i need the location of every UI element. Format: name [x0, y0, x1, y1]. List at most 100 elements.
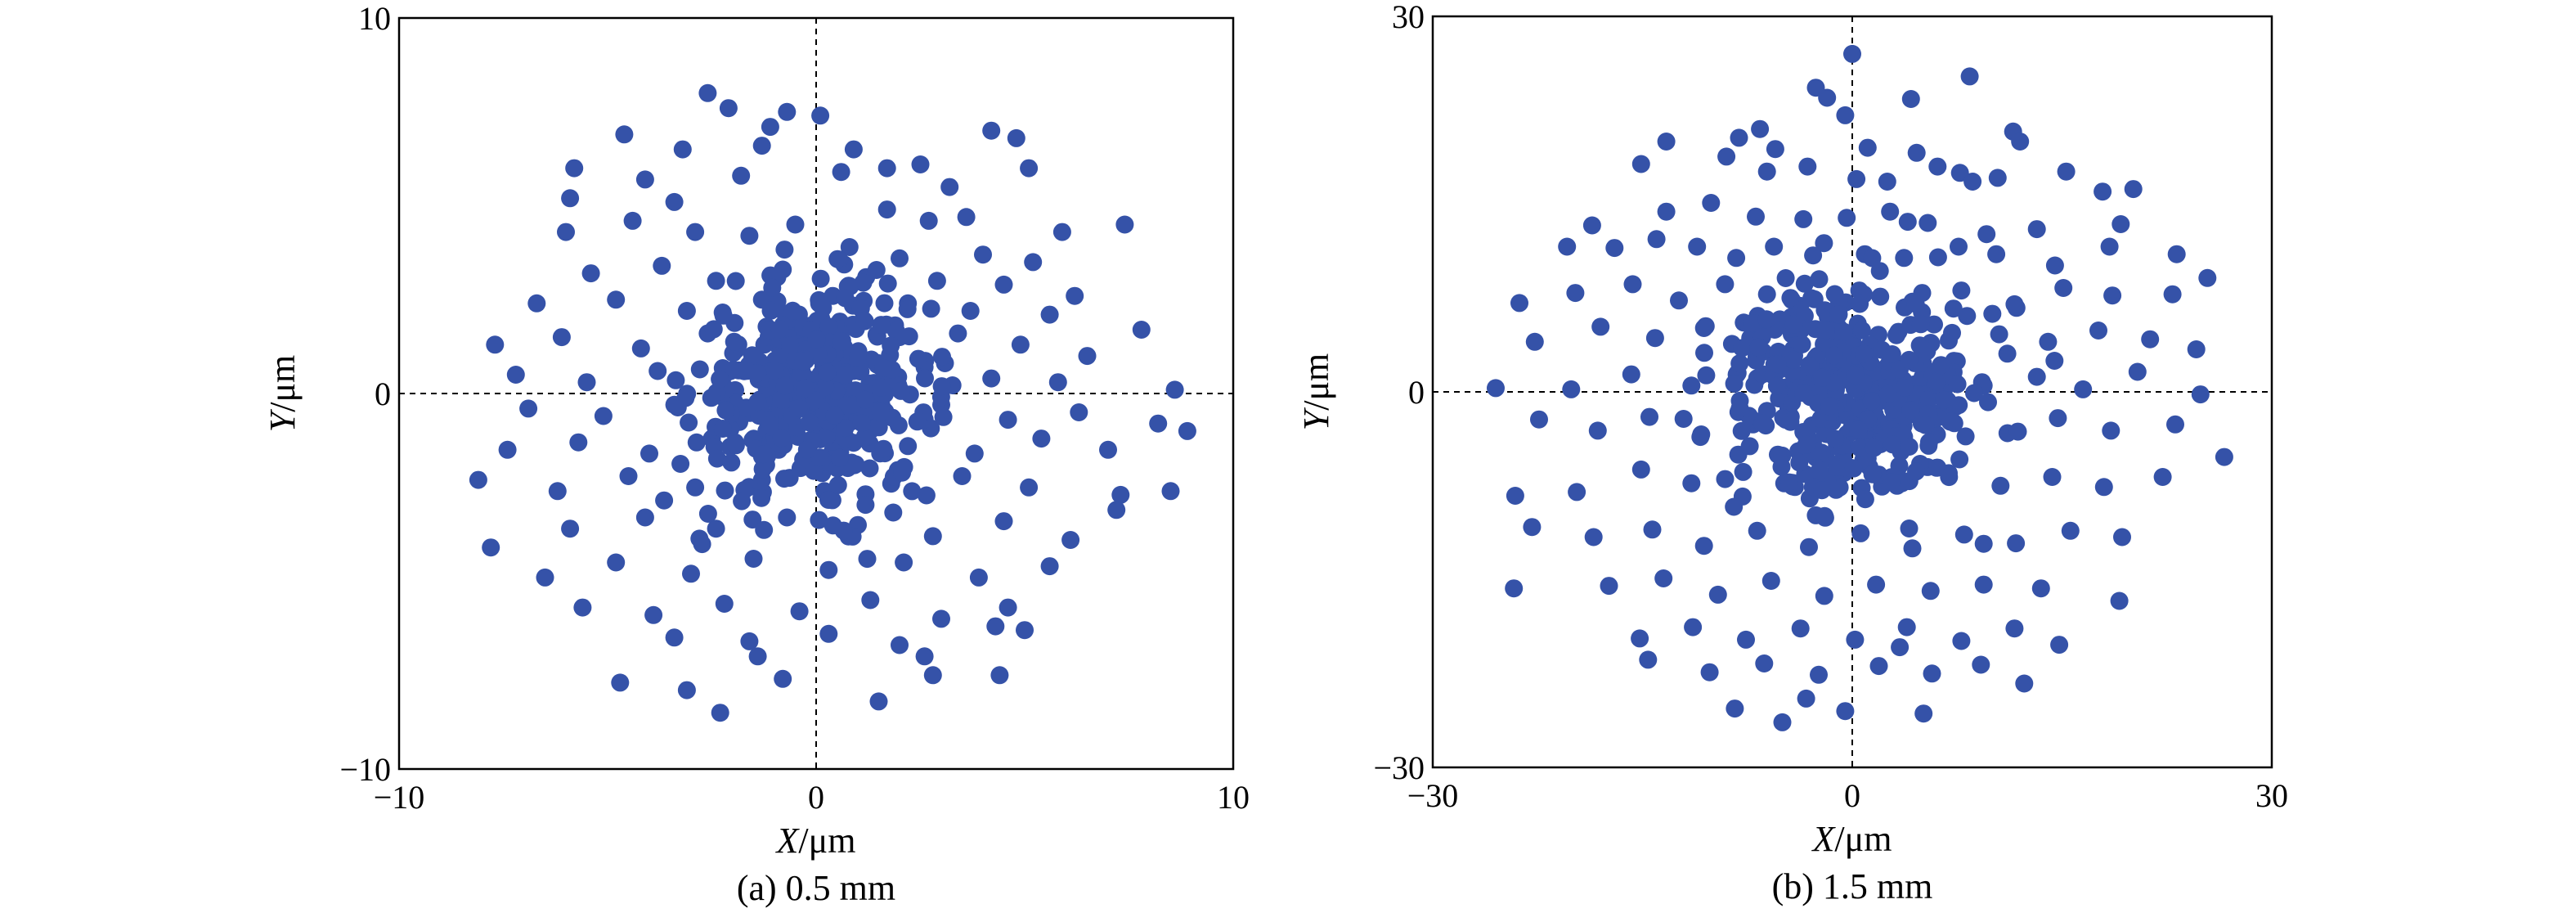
scatter-point [1921, 582, 1940, 600]
scatter-point [1700, 663, 1719, 681]
scatter-point [1923, 664, 1941, 683]
scatter-point [982, 121, 1001, 140]
scatter-point [1816, 321, 1835, 340]
scatter-point [498, 440, 517, 459]
scatter-point [1779, 473, 1798, 492]
scatter-point [1487, 379, 1505, 398]
scatter-point [1815, 508, 1834, 527]
scatter-point [1849, 421, 1868, 439]
scatter-point [1566, 284, 1585, 303]
panel-a: −10 0 10 −10 0 10 X/μm Y/μm (a) 0.5 mm [263, 0, 1250, 908]
scatter-point [1640, 407, 1658, 426]
scatter-point [1011, 335, 1030, 354]
y-tick-label: −30 [1373, 749, 1425, 786]
scatter-point [872, 316, 891, 335]
scatter-point [1977, 225, 1996, 244]
scatter-point [1530, 410, 1548, 429]
scatter-point [1767, 376, 1786, 395]
scatter-point [818, 363, 837, 382]
scatter-point [1952, 632, 1971, 650]
scatter-point [1582, 216, 1601, 235]
scatter-point [2027, 220, 2046, 239]
scatter-point [1907, 462, 1925, 481]
scatter-point [1941, 412, 1959, 431]
scatter-point [770, 320, 789, 339]
scatter-point [867, 261, 886, 279]
scatter-point [726, 272, 745, 290]
scatter-point [2215, 448, 2233, 466]
x-axis-label-b: X/μm [1811, 819, 1892, 859]
scatter-point [740, 227, 759, 245]
scatter-point [673, 140, 692, 159]
scatter-point [1708, 585, 1727, 604]
scatter-point [1935, 390, 1954, 409]
scatter-point [2074, 380, 2093, 398]
scatter-point [716, 401, 735, 420]
scatter-point [836, 366, 855, 385]
scatter-point [1928, 157, 1947, 176]
scatter-point [2045, 256, 2064, 275]
scatter-point [1858, 138, 1877, 157]
scatter-point [1730, 128, 1748, 147]
scatter-point [860, 459, 879, 478]
scatter-point [854, 273, 873, 292]
scatter-point [744, 550, 763, 568]
scatter-point [969, 568, 988, 587]
scatter-point [874, 358, 893, 377]
scatter-point [806, 391, 824, 410]
scatter-point [1810, 270, 1829, 289]
scatter-point [832, 332, 851, 351]
scatter-point [1776, 269, 1795, 287]
scatter-point [811, 106, 830, 125]
scatter-point [2141, 330, 2160, 349]
scatter-point [635, 170, 654, 189]
scatter-point [1645, 329, 1664, 348]
scatter-point [714, 306, 733, 325]
scatter-point [814, 299, 832, 317]
scatter-point [836, 419, 855, 438]
scatter-point [986, 617, 1005, 636]
scatter-point [752, 137, 771, 155]
y-axis-variable: Y [263, 408, 303, 432]
scatter-point [1647, 230, 1666, 249]
scatter-point [748, 393, 767, 412]
scatter-point [891, 381, 910, 400]
scatter-point [923, 527, 942, 546]
scatter-point [1725, 497, 1744, 516]
scatter-point [1523, 518, 1542, 537]
scatter-point [797, 440, 816, 459]
scatter-point [548, 482, 567, 501]
scatter-point [1836, 106, 1855, 124]
scatter-point [1851, 524, 1870, 542]
x-tick-label: 30 [2255, 777, 2288, 814]
scatter-point [2124, 180, 2143, 199]
scatter-point [932, 609, 950, 628]
scatter-point [1950, 396, 1968, 415]
scatter-point [1505, 579, 1524, 598]
scatter-point [686, 478, 705, 497]
scatter-point [1784, 315, 1803, 334]
scatter-point [1107, 501, 1126, 519]
scatter-point [1657, 202, 1676, 221]
scatter-point [1847, 169, 1866, 188]
scatter-point [666, 371, 685, 389]
scatter-point [2050, 636, 2069, 654]
scatter-point [1813, 368, 1832, 387]
scatter-point [671, 455, 690, 473]
scatter-point [665, 192, 684, 211]
scatter-point [765, 362, 784, 380]
x-tick-label: 0 [1844, 777, 1860, 814]
scatter-point [577, 373, 596, 392]
scatter-point [1818, 88, 1837, 107]
scatter-point [1588, 421, 1607, 440]
scatter-point [715, 595, 734, 613]
scatter-point [623, 211, 642, 230]
scatter-point [1844, 459, 1863, 478]
scatter-point [2008, 422, 2027, 441]
scatter-point [1843, 44, 1861, 63]
scatter-point [2027, 367, 2046, 386]
scatter-point [755, 520, 774, 539]
scatter-point [1802, 289, 1821, 308]
scatter-point [1998, 344, 2017, 363]
scatter-point [783, 301, 802, 320]
